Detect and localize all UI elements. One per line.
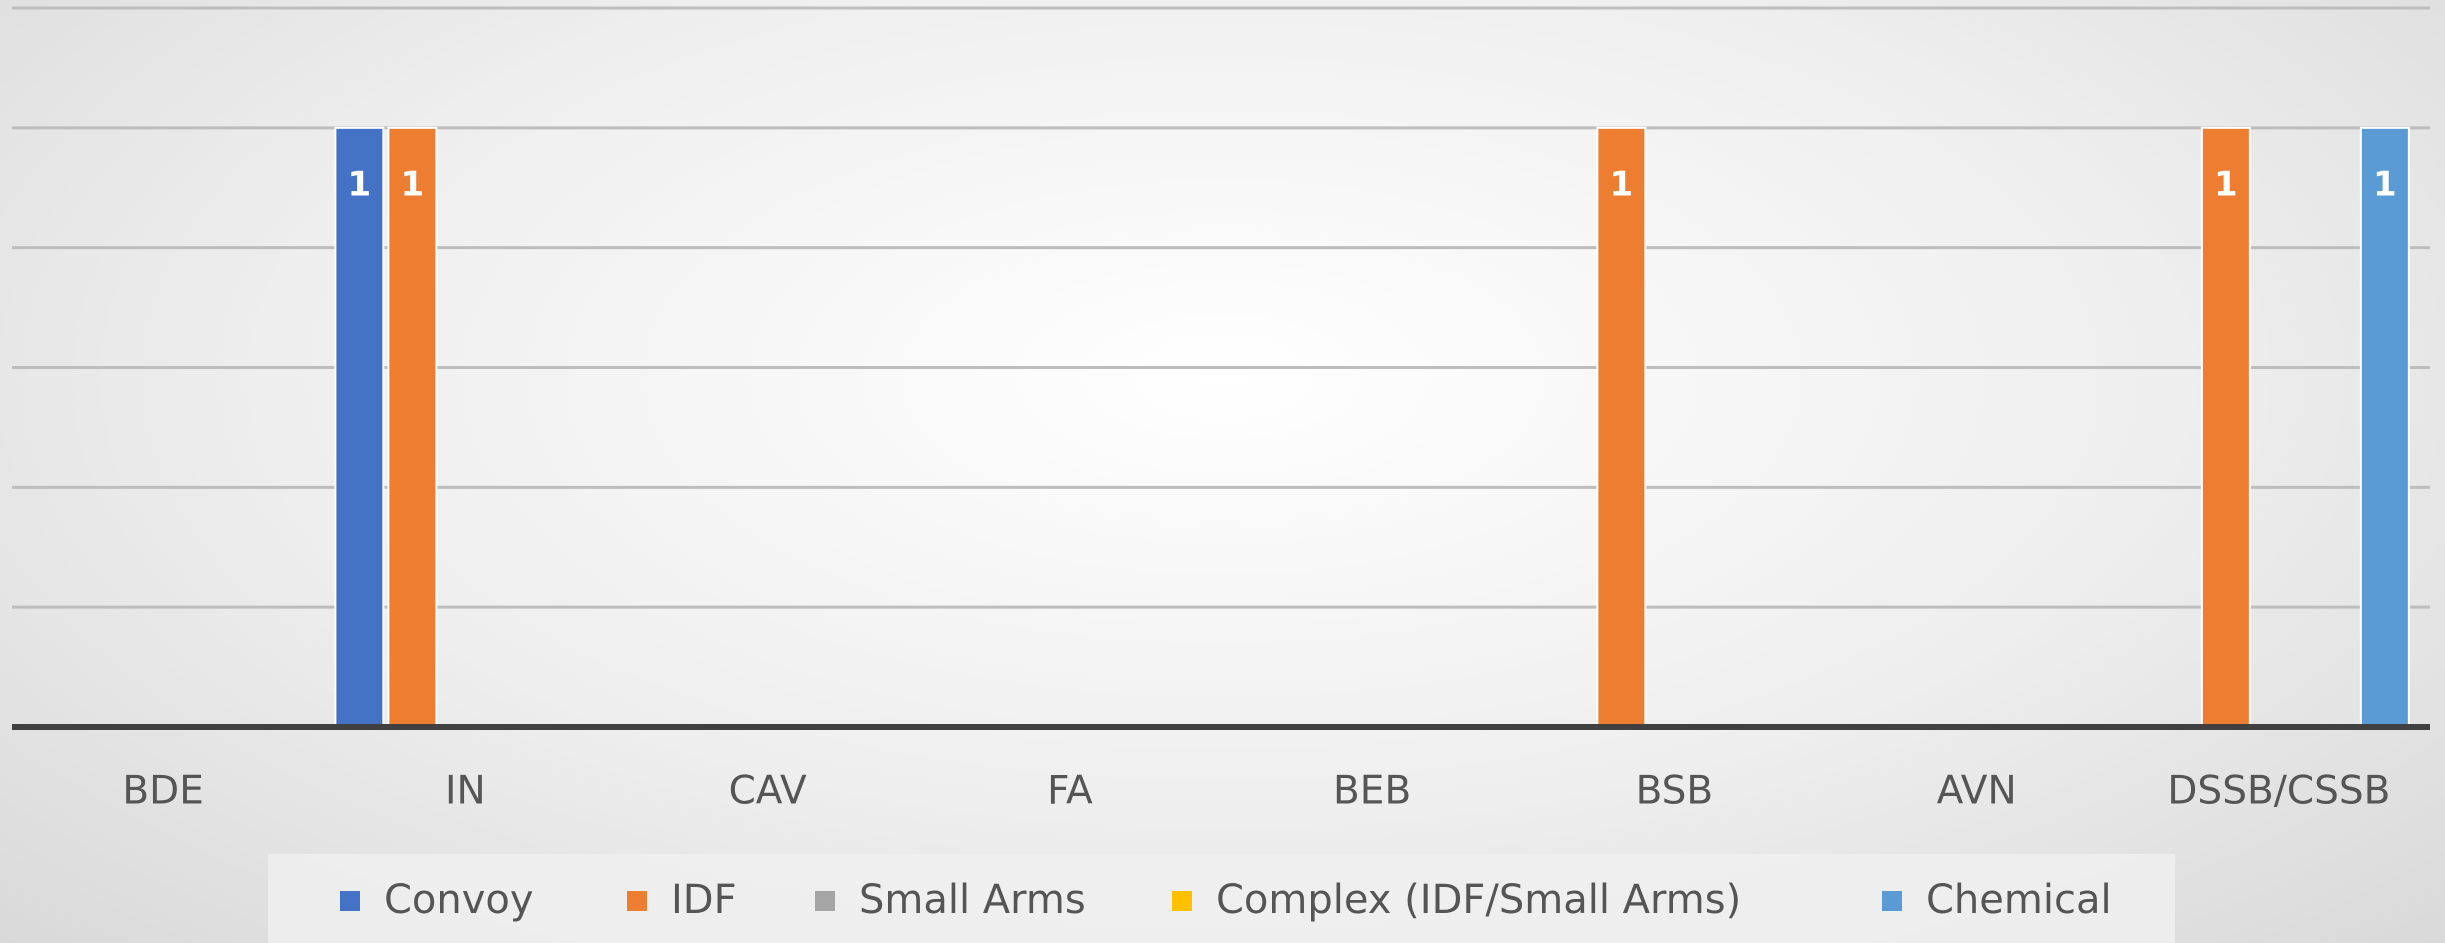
x-tick-label: AVN: [1937, 769, 2017, 814]
x-tick-label: BDE: [122, 769, 203, 814]
x-tick-label: CAV: [729, 769, 807, 814]
legend-swatch: [1882, 891, 1902, 911]
bar: [334, 126, 385, 729]
legend-box: [268, 854, 2175, 943]
x-tick-label: DSSB/CSSB: [2167, 769, 2390, 814]
x-tick-label: IN: [445, 769, 486, 814]
data-label: 1: [2373, 164, 2397, 204]
legend-label: Complex (IDF/Small Arms): [1216, 877, 1741, 923]
legend-label: IDF: [671, 877, 737, 923]
legend-swatch: [627, 891, 647, 911]
bar: [387, 126, 438, 729]
bar: [2200, 126, 2251, 729]
legend-swatch: [340, 891, 360, 911]
legend-swatch: [1172, 891, 1192, 911]
bar: [2359, 126, 2410, 729]
legend-swatch: [815, 891, 835, 911]
bar: [1596, 126, 1647, 729]
data-label: 1: [2214, 164, 2238, 204]
data-label: 1: [348, 164, 372, 204]
data-label: 1: [1610, 164, 1634, 204]
x-tick-label: BEB: [1333, 769, 1411, 814]
legend-label: Convoy: [384, 877, 534, 923]
x-tick-label: FA: [1047, 769, 1093, 814]
data-label: 1: [401, 164, 425, 204]
x-tick-label: BSB: [1636, 769, 1714, 814]
legend-label: Small Arms: [859, 877, 1086, 923]
legend-label: Chemical: [1926, 877, 2112, 923]
